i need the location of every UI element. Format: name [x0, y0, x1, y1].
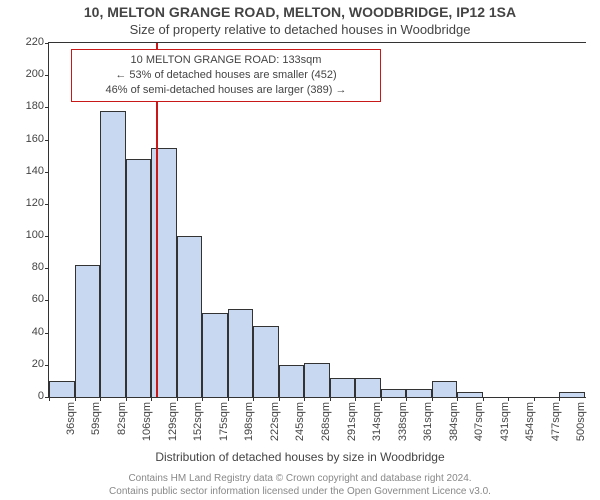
annotation-box: 10 MELTON GRANGE ROAD: 133sqm ← 53% of d…: [71, 49, 381, 102]
y-tick-label: 100: [4, 230, 44, 241]
y-tick-mark: [45, 300, 49, 301]
x-tick-label: 106sqm: [141, 402, 153, 452]
y-tick-label: 160: [4, 134, 44, 145]
x-tick-label: 500sqm: [575, 402, 587, 452]
bar: [381, 389, 407, 397]
y-tick-mark: [45, 365, 49, 366]
x-tick-label: 454sqm: [524, 402, 536, 452]
x-tick-label: 152sqm: [192, 402, 204, 452]
x-tick-label: 175sqm: [218, 402, 230, 452]
bar: [75, 265, 101, 397]
x-tick-mark: [508, 397, 509, 401]
x-tick-mark: [304, 397, 305, 401]
x-tick-label: 59sqm: [90, 402, 102, 452]
y-tick-mark: [45, 204, 49, 205]
annotation-line2: ← 53% of detached houses are smaller (45…: [80, 68, 372, 83]
x-tick-mark: [126, 397, 127, 401]
y-tick-mark: [45, 333, 49, 334]
bar: [279, 365, 305, 397]
x-tick-label: 477sqm: [550, 402, 562, 452]
bar: [304, 363, 330, 397]
bar: [177, 236, 203, 397]
y-tick-label: 0: [4, 391, 44, 402]
bar: [253, 326, 279, 397]
chart-title: 10, MELTON GRANGE ROAD, MELTON, WOODBRID…: [0, 4, 600, 20]
x-tick-label: 314sqm: [371, 402, 383, 452]
bar: [432, 381, 458, 397]
x-tick-mark: [202, 397, 203, 401]
y-tick-label: 120: [4, 198, 44, 209]
bar: [228, 309, 254, 398]
y-tick-mark: [45, 43, 49, 44]
bar: [559, 392, 585, 397]
x-tick-label: 82sqm: [116, 402, 128, 452]
x-tick-mark: [432, 397, 433, 401]
y-tick-mark: [45, 172, 49, 173]
plot-area: 10 MELTON GRANGE ROAD: 133sqm ← 53% of d…: [48, 42, 586, 398]
x-tick-label: 431sqm: [499, 402, 511, 452]
x-tick-mark: [330, 397, 331, 401]
bar: [406, 389, 432, 397]
bar: [330, 378, 356, 397]
x-tick-mark: [355, 397, 356, 401]
x-tick-mark: [457, 397, 458, 401]
x-tick-mark: [483, 397, 484, 401]
y-tick-label: 140: [4, 166, 44, 177]
annotation-line1: 10 MELTON GRANGE ROAD: 133sqm: [80, 53, 372, 68]
x-tick-mark: [253, 397, 254, 401]
x-tick-mark: [406, 397, 407, 401]
bar: [355, 378, 381, 397]
bar: [49, 381, 75, 397]
x-axis-label: Distribution of detached houses by size …: [0, 450, 600, 464]
bar: [151, 148, 177, 397]
y-tick-label: 60: [4, 294, 44, 305]
x-tick-label: 338sqm: [397, 402, 409, 452]
x-tick-mark: [534, 397, 535, 401]
x-tick-label: 291sqm: [346, 402, 358, 452]
x-tick-label: 407sqm: [473, 402, 485, 452]
x-tick-mark: [177, 397, 178, 401]
x-tick-mark: [228, 397, 229, 401]
x-tick-label: 384sqm: [448, 402, 460, 452]
x-tick-label: 36sqm: [65, 402, 77, 452]
y-tick-label: 20: [4, 359, 44, 370]
x-tick-mark: [279, 397, 280, 401]
x-tick-label: 198sqm: [243, 402, 255, 452]
y-tick-mark: [45, 107, 49, 108]
chart-container: 10, MELTON GRANGE ROAD, MELTON, WOODBRID…: [0, 0, 600, 500]
footer-licence: Contains public sector information licen…: [0, 486, 600, 497]
y-tick-mark: [45, 140, 49, 141]
x-tick-mark: [151, 397, 152, 401]
bar: [126, 159, 152, 397]
x-tick-label: 245sqm: [294, 402, 306, 452]
annotation-line3: 46% of semi-detached houses are larger (…: [80, 83, 372, 98]
y-tick-label: 180: [4, 101, 44, 112]
y-tick-mark: [45, 236, 49, 237]
y-tick-label: 40: [4, 327, 44, 338]
x-tick-label: 129sqm: [167, 402, 179, 452]
x-tick-mark: [100, 397, 101, 401]
y-tick-label: 200: [4, 69, 44, 80]
y-tick-mark: [45, 268, 49, 269]
x-tick-mark: [75, 397, 76, 401]
bar: [202, 313, 228, 397]
x-tick-label: 268sqm: [320, 402, 332, 452]
bar: [457, 392, 483, 397]
footer-copyright: Contains HM Land Registry data © Crown c…: [0, 473, 600, 484]
y-tick-label: 220: [4, 37, 44, 48]
x-tick-mark: [49, 397, 50, 401]
bar: [100, 111, 126, 397]
x-tick-label: 361sqm: [422, 402, 434, 452]
x-tick-label: 222sqm: [269, 402, 281, 452]
x-tick-mark: [381, 397, 382, 401]
y-tick-label: 80: [4, 262, 44, 273]
y-tick-mark: [45, 75, 49, 76]
x-tick-mark: [559, 397, 560, 401]
chart-subtitle: Size of property relative to detached ho…: [0, 22, 600, 37]
